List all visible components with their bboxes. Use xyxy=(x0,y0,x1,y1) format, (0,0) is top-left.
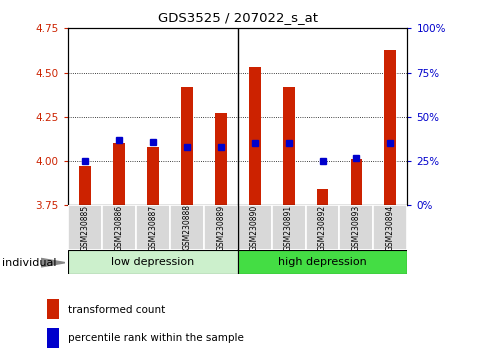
Bar xyxy=(271,205,305,250)
Bar xyxy=(305,205,339,250)
Bar xyxy=(102,205,136,250)
Bar xyxy=(68,205,102,250)
Text: GSM230887: GSM230887 xyxy=(148,204,157,251)
Bar xyxy=(214,113,226,205)
Bar xyxy=(147,147,158,205)
Text: high depression: high depression xyxy=(278,257,366,267)
Bar xyxy=(136,205,169,250)
Bar xyxy=(79,166,91,205)
Bar xyxy=(203,205,237,250)
Bar xyxy=(47,328,59,348)
Text: GSM230886: GSM230886 xyxy=(114,204,123,251)
Bar xyxy=(316,189,328,205)
Bar xyxy=(68,250,237,274)
Polygon shape xyxy=(41,258,65,267)
Text: GSM230888: GSM230888 xyxy=(182,205,191,250)
Bar xyxy=(169,205,203,250)
Bar xyxy=(339,205,373,250)
Bar xyxy=(373,205,407,250)
Bar xyxy=(237,250,407,274)
Bar xyxy=(282,87,294,205)
Text: GSM230885: GSM230885 xyxy=(80,204,89,251)
Text: GSM230891: GSM230891 xyxy=(284,204,292,251)
Bar xyxy=(237,205,271,250)
Text: transformed count: transformed count xyxy=(68,305,165,315)
Text: GSM230889: GSM230889 xyxy=(216,204,225,251)
Text: GSM230893: GSM230893 xyxy=(351,204,360,251)
Text: GSM230890: GSM230890 xyxy=(250,204,258,251)
Bar xyxy=(384,50,395,205)
Title: GDS3525 / 207022_s_at: GDS3525 / 207022_s_at xyxy=(157,11,317,24)
Bar xyxy=(181,87,192,205)
Text: individual: individual xyxy=(2,258,57,268)
Text: GSM230892: GSM230892 xyxy=(318,204,326,251)
Bar xyxy=(47,299,59,319)
Bar xyxy=(113,143,124,205)
Bar xyxy=(248,67,260,205)
Text: low depression: low depression xyxy=(111,257,194,267)
Bar xyxy=(350,159,362,205)
Text: percentile rank within the sample: percentile rank within the sample xyxy=(68,333,243,343)
Text: GSM230894: GSM230894 xyxy=(385,204,394,251)
